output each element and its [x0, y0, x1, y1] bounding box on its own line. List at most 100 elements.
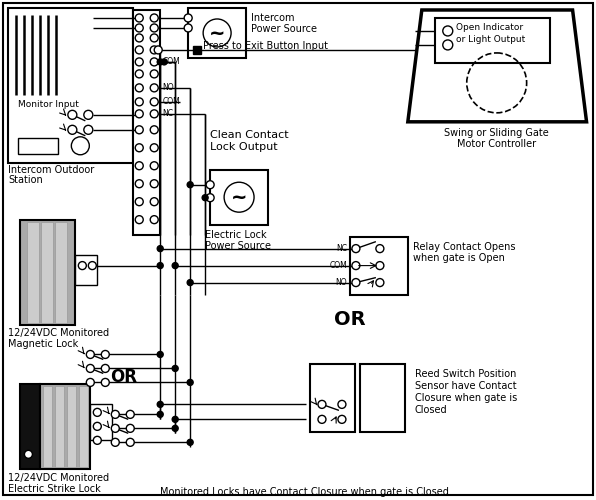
- Bar: [310, 364, 355, 432]
- Text: Relay Contact Opens: Relay Contact Opens: [413, 242, 516, 252]
- Circle shape: [443, 40, 453, 50]
- Circle shape: [135, 98, 143, 106]
- Circle shape: [135, 14, 143, 22]
- Circle shape: [101, 378, 109, 386]
- Circle shape: [150, 198, 158, 205]
- Text: OR: OR: [334, 310, 366, 328]
- Text: COM: COM: [162, 98, 180, 106]
- Circle shape: [84, 126, 93, 134]
- Text: COM: COM: [162, 58, 180, 66]
- Circle shape: [150, 24, 158, 32]
- Bar: [134, 10, 160, 234]
- Circle shape: [135, 216, 143, 224]
- Circle shape: [157, 262, 163, 268]
- Text: or Light Output: or Light Output: [456, 35, 525, 44]
- Circle shape: [135, 144, 143, 152]
- Circle shape: [443, 26, 453, 36]
- Circle shape: [376, 262, 384, 270]
- Bar: [79, 386, 88, 468]
- Circle shape: [338, 400, 346, 408]
- Bar: [8, 8, 134, 163]
- Circle shape: [172, 262, 178, 268]
- Circle shape: [154, 46, 162, 54]
- Text: OR: OR: [110, 368, 137, 386]
- Circle shape: [68, 110, 77, 120]
- Text: 12/24VDC Monitored: 12/24VDC Monitored: [8, 328, 110, 338]
- Text: NO: NO: [162, 84, 174, 92]
- Circle shape: [94, 408, 101, 416]
- Circle shape: [135, 110, 143, 118]
- Circle shape: [68, 126, 77, 134]
- Circle shape: [184, 14, 192, 22]
- Circle shape: [150, 98, 158, 106]
- Bar: [193, 46, 201, 54]
- Circle shape: [86, 378, 94, 386]
- Circle shape: [150, 110, 158, 118]
- Circle shape: [150, 84, 158, 92]
- Text: 12/24VDC Monitored: 12/24VDC Monitored: [8, 474, 110, 484]
- Text: Monitored Locks have Contact Closure when gate is Closed: Monitored Locks have Contact Closure whe…: [160, 488, 449, 498]
- Polygon shape: [408, 10, 586, 122]
- Circle shape: [187, 440, 193, 446]
- Circle shape: [352, 262, 360, 270]
- Text: Monitor Input: Monitor Input: [18, 100, 79, 109]
- Circle shape: [150, 216, 158, 224]
- Circle shape: [203, 19, 231, 47]
- Circle shape: [135, 126, 143, 134]
- Text: ~: ~: [209, 24, 225, 42]
- Bar: [55, 222, 67, 322]
- Bar: [75, 254, 97, 284]
- Text: Intercom Outdoor: Intercom Outdoor: [8, 164, 95, 174]
- Circle shape: [172, 366, 178, 372]
- Circle shape: [86, 350, 94, 358]
- Circle shape: [150, 70, 158, 78]
- Circle shape: [172, 416, 178, 422]
- Circle shape: [338, 416, 346, 424]
- Circle shape: [157, 402, 163, 407]
- Circle shape: [157, 412, 163, 418]
- Bar: [55, 386, 64, 468]
- Circle shape: [101, 350, 109, 358]
- Circle shape: [86, 364, 94, 372]
- Text: Open Indicator: Open Indicator: [456, 23, 523, 32]
- Text: Electric Lock: Electric Lock: [205, 230, 267, 239]
- Circle shape: [135, 180, 143, 188]
- Circle shape: [202, 194, 208, 200]
- Circle shape: [111, 424, 119, 432]
- Circle shape: [206, 194, 214, 202]
- Text: Sensor have Contact: Sensor have Contact: [415, 382, 517, 392]
- Circle shape: [88, 262, 97, 270]
- Text: Electric Strike Lock: Electric Strike Lock: [8, 484, 101, 494]
- Circle shape: [150, 34, 158, 42]
- Text: when gate is Open: when gate is Open: [413, 252, 505, 262]
- Circle shape: [135, 46, 143, 54]
- Circle shape: [352, 278, 360, 286]
- Bar: [20, 384, 41, 470]
- Circle shape: [352, 244, 360, 252]
- Circle shape: [135, 84, 143, 92]
- Circle shape: [135, 58, 143, 66]
- Circle shape: [187, 182, 193, 188]
- Circle shape: [150, 126, 158, 134]
- Circle shape: [161, 59, 167, 65]
- Circle shape: [84, 110, 93, 120]
- Bar: [41, 222, 54, 322]
- Circle shape: [187, 280, 193, 285]
- Text: NC: NC: [162, 110, 173, 118]
- Circle shape: [376, 278, 384, 286]
- Circle shape: [150, 144, 158, 152]
- Circle shape: [111, 438, 119, 446]
- Circle shape: [78, 262, 86, 270]
- Circle shape: [135, 34, 143, 42]
- Circle shape: [187, 380, 193, 386]
- Circle shape: [318, 400, 326, 408]
- Circle shape: [224, 182, 254, 212]
- Bar: [91, 404, 112, 440]
- Circle shape: [135, 24, 143, 32]
- Circle shape: [135, 70, 143, 78]
- Text: Clean Contact: Clean Contact: [210, 130, 288, 140]
- Circle shape: [126, 410, 134, 418]
- Text: Power Source: Power Source: [205, 240, 271, 250]
- Bar: [188, 8, 246, 58]
- Circle shape: [157, 352, 163, 358]
